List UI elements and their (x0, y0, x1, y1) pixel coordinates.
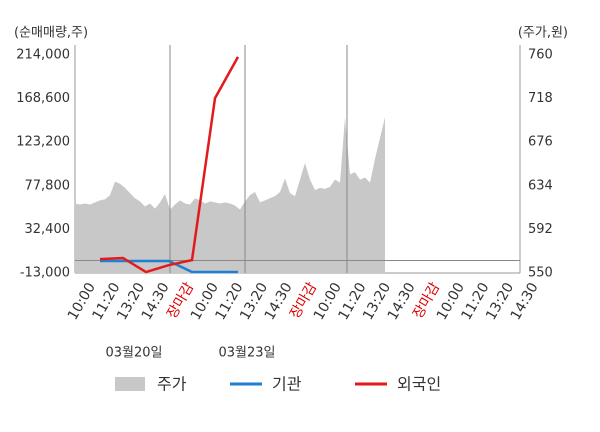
y-tick-label: 77,800 (25, 178, 71, 193)
y-tick-label: 168,600 (16, 91, 70, 106)
date-label: 03월23일 (218, 346, 275, 361)
y-axis-label: (순매매량,주) (14, 26, 88, 41)
y2-tick-label: 760 (528, 48, 553, 63)
y-tick-label: 32,400 (25, 222, 71, 237)
line-series (99, 56, 240, 274)
y2-tick-label: 718 (528, 91, 553, 106)
y-tick-label: -13,000 (20, 266, 70, 281)
y2-tick-label: 550 (528, 266, 553, 281)
price-area (75, 117, 385, 274)
y2-tick-label: 592 (528, 222, 553, 237)
y-tick-label: 214,000 (16, 48, 70, 63)
legend-swatch (115, 377, 145, 391)
y2-axis-label: (주가,원) (518, 26, 568, 41)
legend-label: 기관 (272, 375, 302, 394)
legend-label: 주가 (157, 375, 187, 394)
y-tick-label: 123,200 (16, 135, 70, 150)
date-label: 03월20일 (105, 346, 162, 361)
line-series (100, 259, 238, 274)
y2-tick-label: 634 (528, 178, 553, 193)
y2-tick-label: 676 (528, 135, 553, 150)
legend-label: 외국인 (397, 375, 441, 394)
